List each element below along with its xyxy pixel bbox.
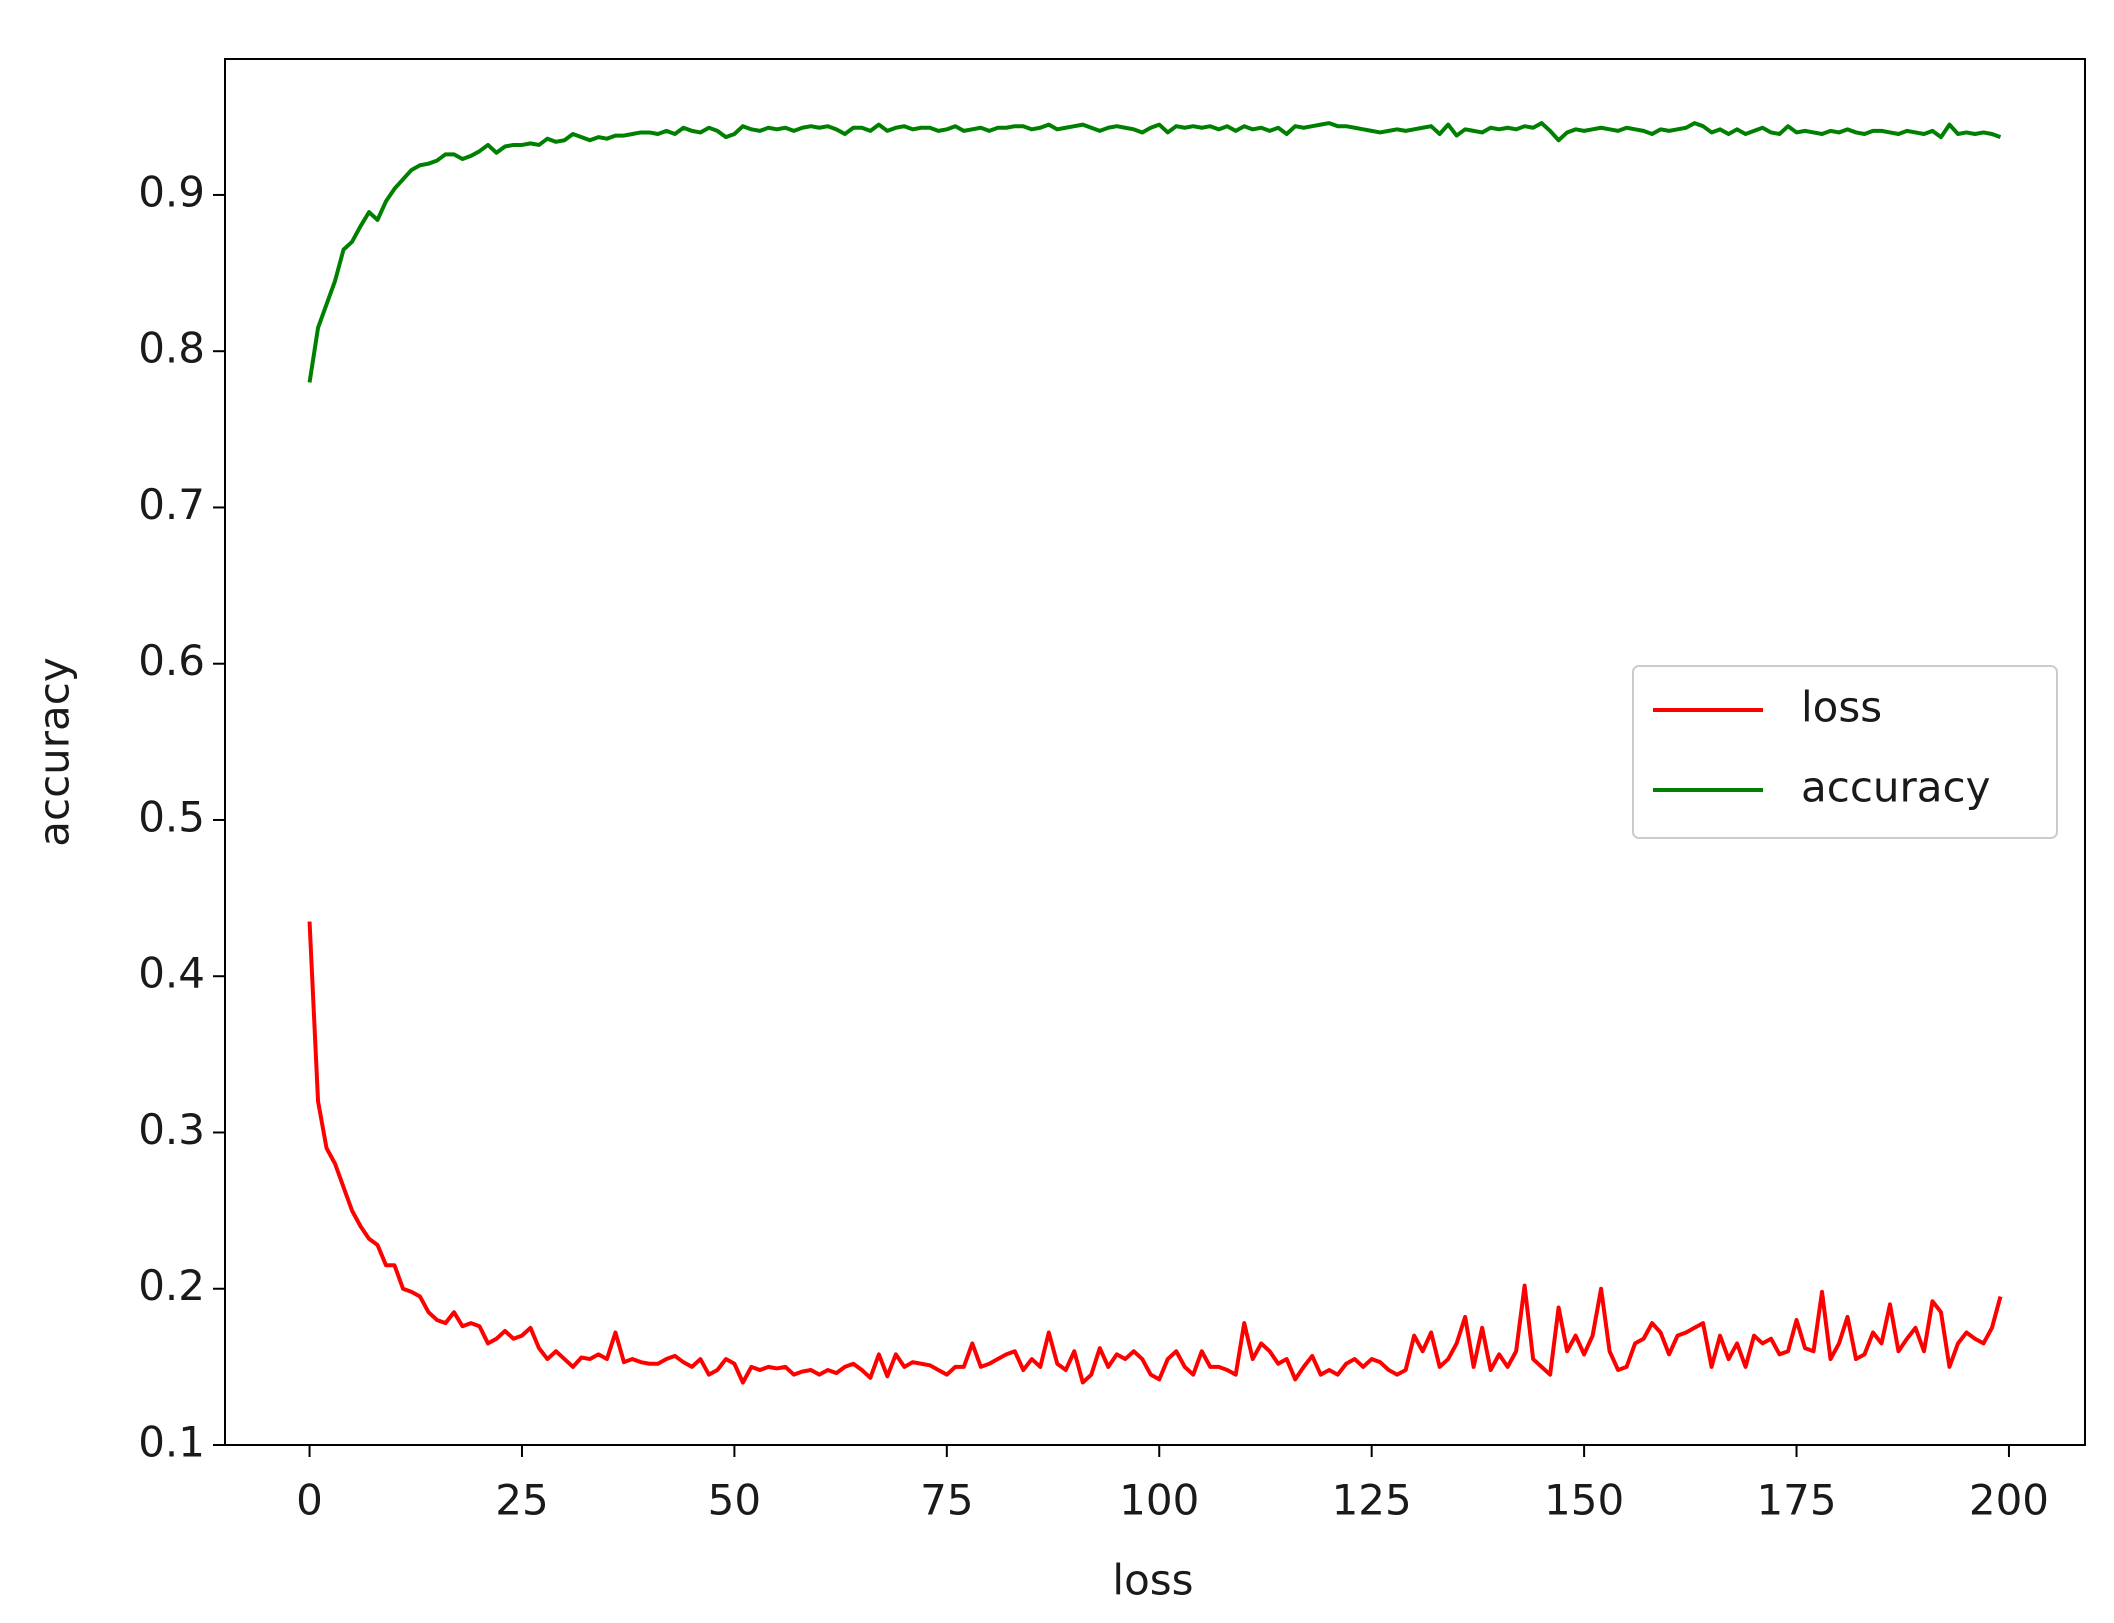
y-tick-label: 0.5 — [138, 792, 205, 841]
y-tick-label: 0.6 — [138, 636, 205, 685]
line-series — [307, 921, 2003, 1385]
y-tick-label: 0.4 — [138, 949, 205, 998]
x-tick-label: 75 — [920, 1476, 973, 1525]
y-tick-label: 0.7 — [138, 480, 205, 529]
y-tick-label: 0.8 — [138, 324, 205, 373]
x-tick-label: 150 — [1544, 1476, 1624, 1525]
x-tick-label: 25 — [495, 1476, 548, 1525]
line-series — [307, 121, 2002, 383]
legend-label: loss — [1801, 683, 1882, 732]
x-tick-label: 175 — [1756, 1476, 1836, 1525]
x-tick-label: 125 — [1332, 1476, 1412, 1525]
y-tick-label: 0.3 — [138, 1105, 205, 1154]
x-axis-label: loss — [1112, 1556, 1193, 1605]
x-tick-label: 0 — [296, 1476, 323, 1525]
x-tick-label: 50 — [708, 1476, 761, 1525]
y-tick-label: 0.2 — [138, 1261, 205, 1310]
x-tick-label: 100 — [1119, 1476, 1199, 1525]
x-tick-label: 200 — [1969, 1476, 2049, 1525]
legend-label: accuracy — [1801, 763, 1991, 812]
y-axis-label: accuracy — [30, 657, 79, 847]
y-tick-label: 0.1 — [138, 1418, 205, 1467]
plot-frame — [224, 58, 2086, 1446]
y-tick-label: 0.9 — [138, 167, 205, 216]
